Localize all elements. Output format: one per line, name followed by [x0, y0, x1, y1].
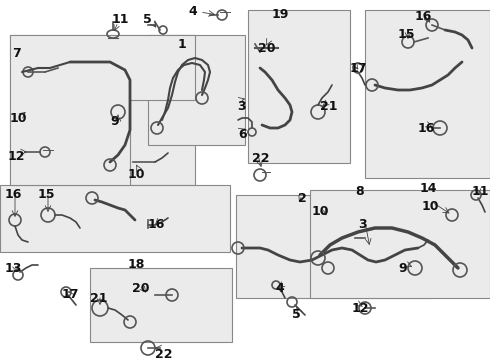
Text: 16: 16 — [5, 188, 23, 201]
Text: 13: 13 — [5, 262, 23, 275]
Bar — [0, 185, 230, 252]
Text: 5: 5 — [292, 308, 301, 321]
Text: 16: 16 — [148, 218, 166, 231]
Text: 22: 22 — [155, 348, 172, 360]
Text: 12: 12 — [8, 150, 25, 163]
Text: 18: 18 — [128, 258, 146, 271]
Text: 22: 22 — [252, 152, 270, 165]
Text: 9: 9 — [110, 115, 119, 128]
Text: 4: 4 — [188, 5, 197, 18]
Text: 3: 3 — [358, 218, 367, 231]
Text: 10: 10 — [10, 112, 27, 125]
Text: 7: 7 — [12, 47, 21, 60]
Text: 15: 15 — [398, 28, 416, 41]
Text: 21: 21 — [320, 100, 338, 113]
Text: 4: 4 — [275, 282, 284, 295]
Text: 5: 5 — [143, 13, 152, 26]
Text: 1: 1 — [178, 38, 187, 51]
Text: 2: 2 — [298, 192, 307, 205]
Text: 21: 21 — [90, 292, 107, 305]
Text: 20: 20 — [132, 282, 149, 295]
Bar — [310, 190, 490, 298]
Text: 17: 17 — [350, 62, 368, 75]
Text: 3: 3 — [237, 100, 245, 113]
Bar — [365, 10, 490, 178]
Text: 17: 17 — [62, 288, 79, 301]
Text: 10: 10 — [422, 200, 440, 213]
Text: 16: 16 — [418, 122, 436, 135]
Text: 19: 19 — [272, 8, 290, 21]
Text: 10: 10 — [312, 205, 329, 218]
Bar — [90, 268, 232, 342]
Bar — [236, 195, 430, 298]
Text: 6: 6 — [238, 128, 246, 141]
Text: 11: 11 — [112, 13, 129, 26]
Text: 9: 9 — [398, 262, 407, 275]
Text: 20: 20 — [258, 42, 275, 55]
Bar — [148, 35, 245, 145]
Text: 15: 15 — [38, 188, 55, 201]
Text: 16: 16 — [415, 10, 432, 23]
Text: 14: 14 — [420, 182, 438, 195]
Polygon shape — [10, 35, 195, 185]
Text: 11: 11 — [472, 185, 490, 198]
Bar — [248, 10, 350, 163]
Text: 12: 12 — [352, 302, 369, 315]
Bar — [10, 35, 195, 185]
Text: 8: 8 — [355, 185, 364, 198]
Text: 10: 10 — [128, 168, 146, 181]
